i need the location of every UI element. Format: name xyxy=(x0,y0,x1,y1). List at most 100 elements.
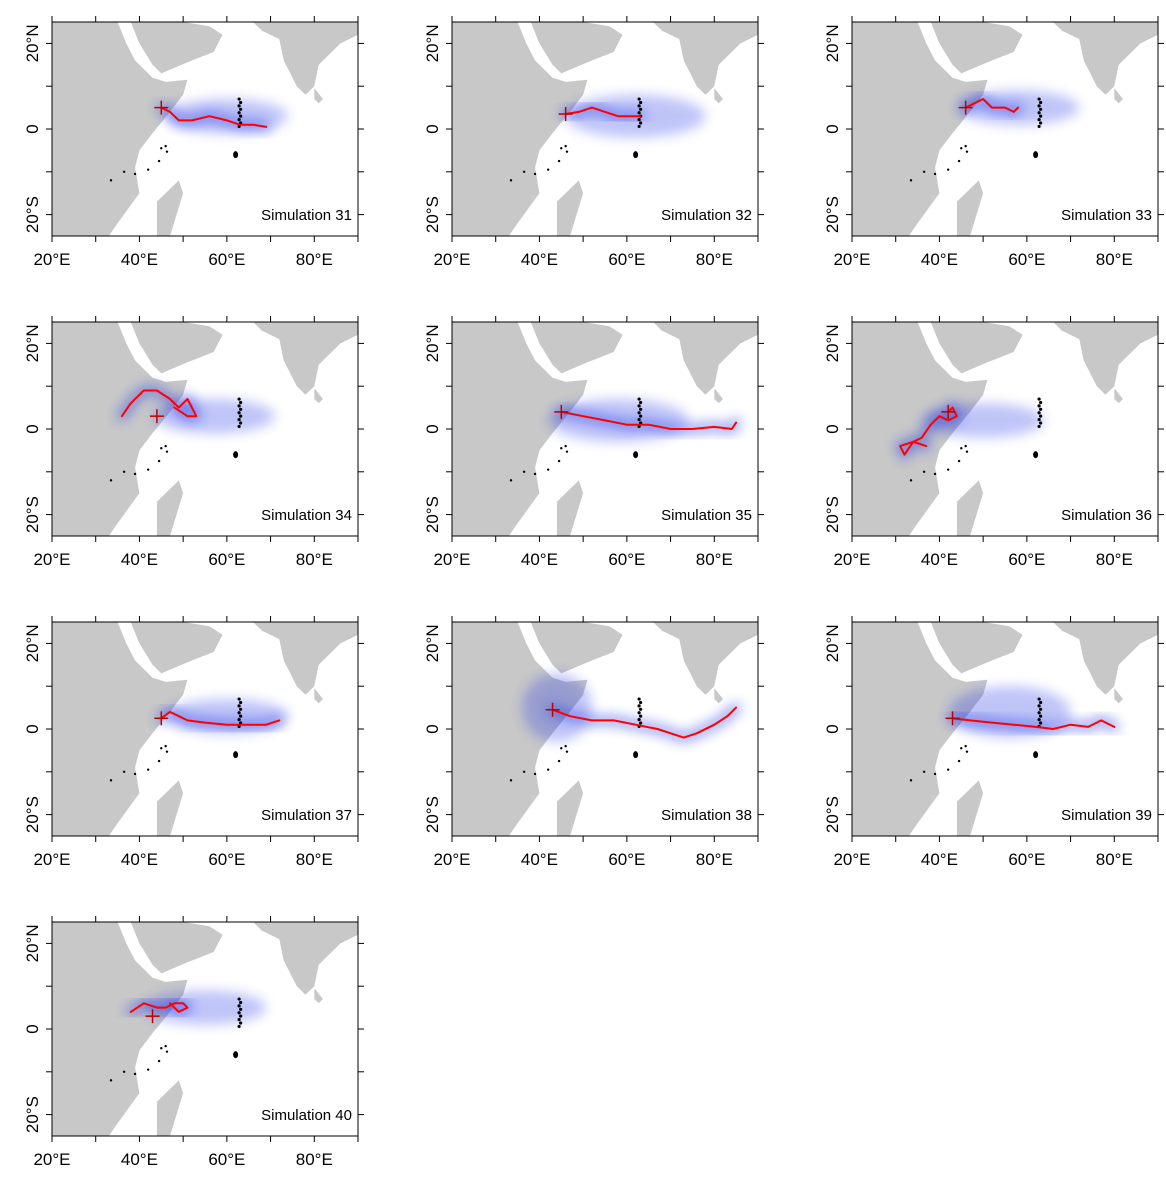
maldives-island xyxy=(237,97,241,101)
seychelles-island xyxy=(133,1072,137,1076)
india-landmass xyxy=(1053,322,1158,395)
map-area xyxy=(852,622,1158,836)
maldives-island xyxy=(637,404,641,408)
chagos-island xyxy=(1033,451,1039,459)
sri-lanka xyxy=(1114,88,1123,104)
y-tick-label: 0 xyxy=(823,424,842,433)
x-tick-label: 80°E xyxy=(1096,250,1133,269)
africa-landmass xyxy=(452,22,588,236)
x-tick-label: 40°E xyxy=(521,250,558,269)
seychelles-island xyxy=(122,1070,126,1073)
sri-lanka xyxy=(714,688,723,704)
seychelles-island xyxy=(922,470,926,473)
arabian-peninsula xyxy=(930,622,1023,674)
maldives-island xyxy=(639,107,643,111)
seychelles-island xyxy=(933,772,937,776)
map-svg: 20°E 40°E 60°E 80°E 20°N 0 20°S Simulation 39 xyxy=(823,616,1164,869)
seychelles-island xyxy=(564,744,567,748)
x-tick-label: 40°E xyxy=(521,550,558,569)
simulation-label: Simulation 35 xyxy=(661,507,752,524)
seychelles-island xyxy=(565,150,569,153)
chagos-island xyxy=(233,451,239,459)
africa-landmass xyxy=(852,622,988,836)
y-tick-label: 20°S xyxy=(423,196,442,233)
x-tick-label: 80°E xyxy=(296,1150,333,1169)
map-svg: 20°E 40°E 60°E 80°E 20°N 0 20°S Simulation 32 xyxy=(423,16,764,269)
seychelles-island xyxy=(133,772,137,776)
maldives-island xyxy=(637,704,641,708)
x-tick-label: 40°E xyxy=(121,250,158,269)
seychelles-island xyxy=(922,170,926,173)
map-area xyxy=(452,622,758,836)
seychelles-island xyxy=(560,147,563,150)
seychelles-island xyxy=(157,459,161,463)
maldives-island xyxy=(239,407,243,411)
maldives-island xyxy=(1039,707,1043,711)
maldives-island xyxy=(639,707,643,711)
seychelles-island xyxy=(533,472,537,476)
seychelles-island xyxy=(957,759,961,763)
seychelles-island xyxy=(160,447,163,450)
y-tick-label: 20°S xyxy=(823,496,842,533)
simulation-panel: 20°E 40°E 60°E 80°E 20°N 0 20°S Simulation 32 xyxy=(400,0,790,300)
arabian-peninsula xyxy=(530,22,623,74)
maldives-island xyxy=(1037,424,1041,429)
maldives-island xyxy=(1037,104,1041,108)
seychelles-island xyxy=(557,759,561,763)
seychelles-island xyxy=(933,472,937,476)
y-tick-label: 0 xyxy=(23,1024,42,1033)
maldives-island xyxy=(1037,111,1041,115)
maldives-island xyxy=(637,711,641,715)
africa-landmass xyxy=(52,622,188,836)
maldives-island xyxy=(637,97,641,101)
seychelles-island xyxy=(946,468,950,471)
maldives-island xyxy=(637,717,641,722)
seychelles-island xyxy=(565,450,569,453)
y-tick-label: 20°S xyxy=(823,196,842,233)
africa-landmass xyxy=(52,22,188,236)
maldives-island xyxy=(237,111,241,115)
maldives-island xyxy=(239,400,243,405)
seychelles-island xyxy=(564,144,567,148)
africa-landmass xyxy=(852,322,988,536)
y-tick-label: 20°N xyxy=(23,24,42,62)
maldives-island xyxy=(1037,397,1041,401)
seychelles-island xyxy=(109,779,113,782)
seychelles-island xyxy=(160,147,163,150)
india-landmass xyxy=(253,22,358,95)
maldives-island xyxy=(239,1000,243,1005)
simulation-panel: 20°E 40°E 60°E 80°E 20°N 0 20°S Simulation 36 xyxy=(800,300,1166,600)
seychelles-island xyxy=(960,747,963,750)
seychelles-island xyxy=(946,768,950,771)
maldives-island xyxy=(1037,124,1041,129)
maldives-island xyxy=(1039,100,1043,105)
y-tick-label: 20°N xyxy=(823,624,842,662)
india-landmass xyxy=(653,622,758,695)
y-tick-label: 20°N xyxy=(423,624,442,662)
maldives-island xyxy=(1039,121,1043,125)
arabian-peninsula xyxy=(130,22,223,74)
drift-track xyxy=(120,389,198,418)
seychelles-island xyxy=(146,768,150,771)
y-tick-label: 20°S xyxy=(423,796,442,833)
seychelles-island xyxy=(557,159,561,163)
map-svg: 20°E 40°E 60°E 80°E 20°N 0 20°S Simulation 36 xyxy=(823,316,1164,569)
map-area xyxy=(52,922,358,1136)
seychelles-island xyxy=(964,144,967,148)
chagos-island xyxy=(233,751,239,759)
maldives-island xyxy=(639,700,643,705)
seychelles-island xyxy=(960,147,963,150)
x-tick-label: 20°E xyxy=(33,1150,70,1169)
sri-lanka xyxy=(314,388,323,404)
maldives-island xyxy=(1039,721,1043,725)
maldives-island xyxy=(237,1011,241,1015)
simulation-panel: 20°E 40°E 60°E 80°E 20°N 0 20°S Simulation 37 xyxy=(0,600,390,900)
seychelles-island xyxy=(109,479,113,482)
madagascar xyxy=(956,780,984,836)
seychelles-island xyxy=(146,168,150,171)
africa-landmass xyxy=(452,622,588,836)
maldives-island xyxy=(237,711,241,715)
maldives-island xyxy=(237,697,241,701)
x-tick-label: 80°E xyxy=(1096,550,1133,569)
maldives-island xyxy=(239,114,243,118)
